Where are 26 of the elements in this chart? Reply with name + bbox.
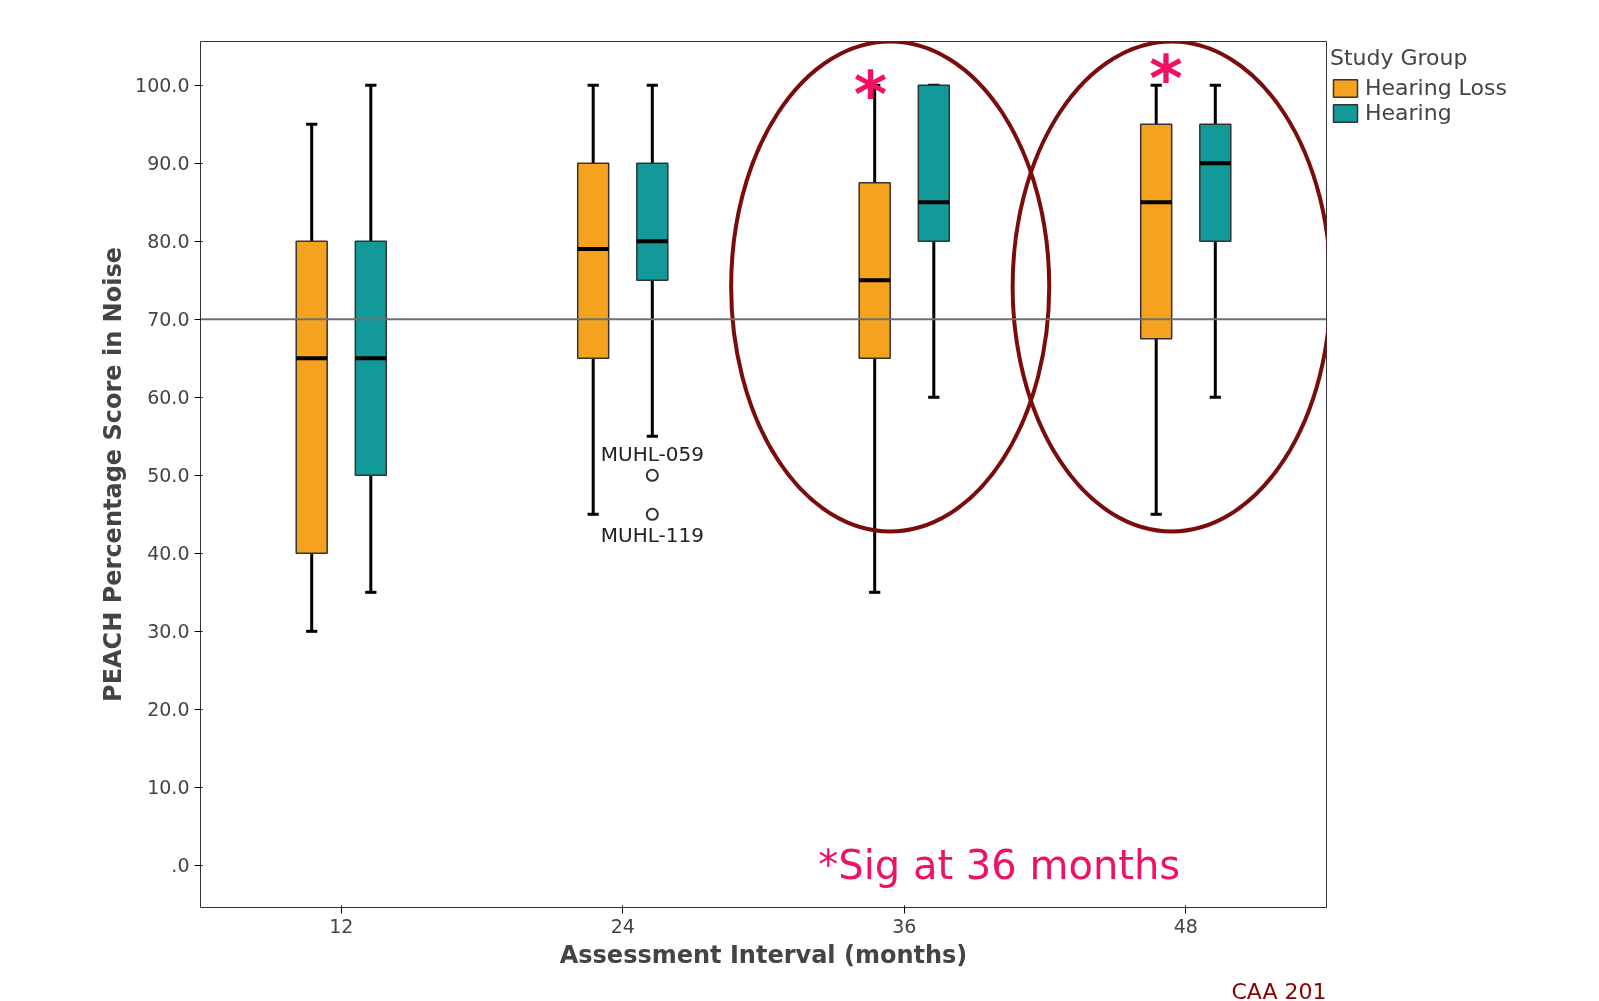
y-tick-label: 90.0 xyxy=(147,152,190,175)
annotation: MUHL-119 xyxy=(600,523,704,548)
x-tick-label: 36 xyxy=(892,914,917,937)
y-tick-label: 30.0 xyxy=(147,620,190,643)
x-tick-label: 12 xyxy=(329,914,354,937)
y-tick-label: 40.0 xyxy=(147,542,190,565)
x-axis-title: Assessment Interval (months) xyxy=(559,940,968,969)
y-tick-label: 20.0 xyxy=(147,698,190,721)
text: CAA 201 xyxy=(1231,978,1327,1001)
x-tick-label: 48 xyxy=(1173,914,1198,937)
x-tick-label: 24 xyxy=(610,914,635,937)
y-axis-title: PEACH Percentage Score in Noise xyxy=(99,247,128,702)
annotation: * xyxy=(853,57,888,132)
annotation: * xyxy=(1149,42,1183,117)
legend-label: Hearing xyxy=(1365,100,1452,125)
y-tick-label: 10.0 xyxy=(147,776,190,799)
legend-label: Hearing Loss xyxy=(1365,75,1507,100)
y-tick-label: 50.0 xyxy=(147,464,190,487)
y-tick-label: 100.0 xyxy=(135,74,190,97)
legend-title: Study Group xyxy=(1330,45,1469,70)
annotation: MUHL-059 xyxy=(600,442,704,467)
y-tick-label: 60.0 xyxy=(147,386,190,409)
y-tick-label: .0 xyxy=(171,854,190,877)
y-tick-label: 70.0 xyxy=(147,308,190,331)
y-tick-label: 80.0 xyxy=(147,230,190,253)
annotation: *Sig at 36 months xyxy=(818,842,1181,889)
